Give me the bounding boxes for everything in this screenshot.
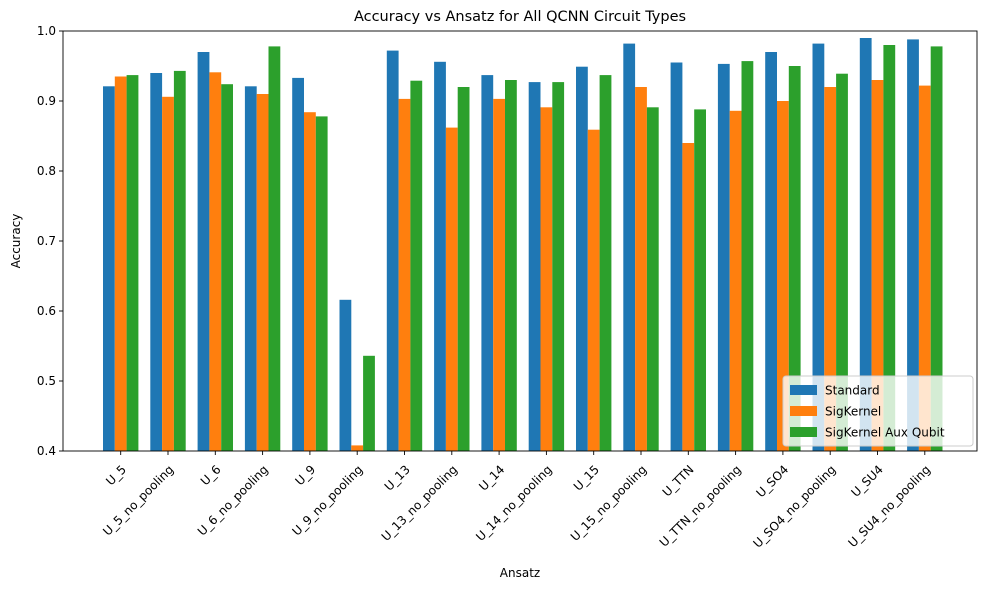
bar-standard-u-su4-no-pooling: [907, 39, 919, 452]
bar-standard-u-so4-no-pooling: [812, 43, 825, 451]
bar-sigkernel-u-so4-no-pooling: [824, 87, 837, 451]
bar-sigkernel-u-9-no-pooling: [351, 445, 364, 451]
bar-sigkernel-u-15: [587, 129, 600, 451]
y-axis-label: Accuracy: [9, 214, 23, 269]
bar-sigkernel-u-6: [209, 72, 222, 452]
y-tick-label: 0.5: [37, 374, 56, 388]
bar-sigkernel-u-14-no-pooling: [540, 107, 553, 452]
bar-standard-u-9: [292, 77, 304, 452]
bar-sigkernel-aux-qubit-u-6-no-pooling: [268, 46, 281, 452]
bar-standard-u-15: [576, 66, 588, 451]
x-tick-label: U_14: [476, 462, 507, 493]
bar-standard-u-ttn-no-pooling: [717, 63, 730, 452]
bar-sigkernel-u-ttn: [682, 143, 695, 451]
bar-standard-u-6: [197, 52, 210, 451]
bar-sigkernel-u-14: [493, 98, 505, 452]
plot-frame: [62, 30, 978, 452]
bar-sigkernel-u-9: [304, 112, 316, 451]
legend: Standard SigKernel SigKernel Aux Qubit: [782, 375, 974, 447]
x-tick-label: U_6: [198, 462, 224, 488]
bar-sigkernel-aux-qubit-u-su4-no-pooling: [930, 46, 943, 452]
bar-sigkernel-u-13: [398, 98, 411, 452]
y-axis: 0.4 0.5 0.6 0.7 0.8 0.9 1.0: [37, 24, 63, 458]
bar-sigkernel-u-13-no-pooling: [445, 127, 458, 451]
bar-standard-u-14-no-pooling: [528, 82, 541, 451]
bar-sigkernel-u-6-no-pooling: [256, 94, 269, 451]
bar-sigkernel-aux-qubit-u-14-no-pooling: [552, 82, 565, 451]
x-tick-label: U_13: [382, 462, 413, 493]
bar-sigkernel-u-ttn-no-pooling: [729, 110, 742, 452]
bar-standard-u-15-no-pooling: [623, 43, 636, 451]
bar-sigkernel-aux-qubit-u-9-no-pooling: [363, 355, 375, 451]
bar-sigkernel-aux-qubit-u-9: [315, 116, 328, 452]
bar-sigkernel-aux-qubit-u-13: [410, 80, 423, 451]
y-tick-label: 1.0: [37, 24, 56, 38]
bar-standard-u-su4: [859, 38, 872, 451]
y-tick-label: 0.6: [37, 304, 56, 318]
x-tick-label: U_SO4: [753, 462, 791, 500]
bar-sigkernel-aux-qubit-u-so4-no-pooling: [836, 73, 848, 451]
bar-sigkernel-aux-qubit-u-5-no-pooling: [173, 70, 186, 452]
bar-sigkernel-aux-qubit-u-15-no-pooling: [646, 107, 659, 452]
bar-standard-u-ttn: [670, 62, 683, 451]
y-tick-label: 0.8: [37, 164, 56, 178]
legend-swatch: [790, 385, 817, 395]
y-tick-label: 0.4: [37, 444, 56, 458]
bar-standard-u-5-no-pooling: [150, 73, 163, 451]
bar-sigkernel-aux-qubit-u-14: [505, 80, 517, 451]
legend-label: SigKernel: [825, 405, 881, 419]
x-tick-label: U_SU4: [848, 462, 885, 499]
bar-sigkernel-u-su4: [871, 80, 884, 451]
x-axis: U_5U_5_no_pooling U_6U_6_no_pooling U_9U_9…: [100, 451, 933, 551]
bar-sigkernel-aux-qubit-u-5: [126, 75, 139, 451]
x-tick-label: U_5: [103, 462, 129, 488]
bar-sigkernel-u-su4-no-pooling: [918, 85, 931, 451]
bars-group: [103, 38, 943, 452]
legend-label: SigKernel Aux Qubit: [825, 426, 945, 440]
bar-standard-u-9-no-pooling: [339, 299, 352, 451]
x-tick-label: U_SU4_no_pooling: [845, 462, 933, 550]
bar-sigkernel-u-so4: [777, 101, 789, 451]
x-tick-label: U_TTN: [660, 462, 697, 499]
bar-sigkernel-aux-qubit-u-so4: [788, 66, 801, 451]
legend-label: Standard: [825, 384, 880, 398]
bar-standard-u-so4: [765, 52, 777, 451]
bar-sigkernel-u-5: [114, 76, 127, 451]
bar-sigkernel-aux-qubit-u-6: [221, 84, 233, 451]
x-tick-label: U_TTN_no_pooling: [657, 462, 744, 549]
bar-sigkernel-aux-qubit-u-13-no-pooling: [457, 87, 470, 451]
bar-standard-u-13-no-pooling: [434, 61, 446, 452]
x-tick-label: U_15: [571, 462, 602, 493]
bar-standard-u-14: [481, 75, 494, 451]
bar-sigkernel-aux-qubit-u-su4: [883, 45, 896, 451]
x-axis-label: Ansatz: [500, 566, 540, 580]
bar-sigkernel-aux-qubit-u-15: [599, 75, 612, 451]
legend-box: [782, 375, 974, 447]
bar-sigkernel-u-5-no-pooling: [162, 96, 174, 452]
legend-swatch: [790, 406, 817, 416]
bar-sigkernel-u-15-no-pooling: [635, 87, 647, 451]
bar-standard-u-5: [103, 86, 115, 452]
chart-title: Accuracy vs Ansatz for All QCNN Circuit …: [354, 9, 686, 25]
legend-swatch: [790, 427, 817, 437]
x-tick-label: U_9: [292, 462, 318, 488]
bar-standard-u-13: [386, 50, 399, 451]
bar-sigkernel-aux-qubit-u-ttn-no-pooling: [741, 61, 754, 451]
x-tick-label: U_SO4_no_pooling: [750, 462, 838, 550]
y-tick-label: 0.7: [37, 234, 56, 248]
y-tick-label: 0.9: [37, 94, 56, 108]
bar-sigkernel-aux-qubit-u-ttn: [694, 109, 706, 452]
bar-standard-u-6-no-pooling: [244, 86, 257, 452]
